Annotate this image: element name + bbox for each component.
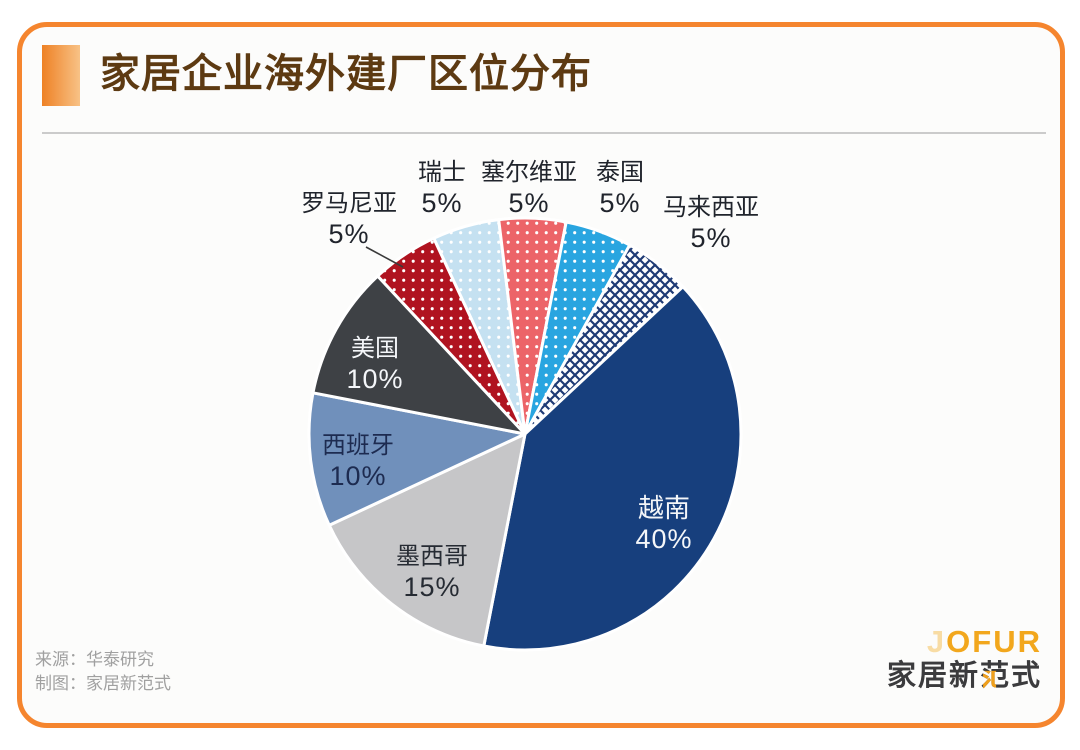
pie-label-mexico: 墨西哥 15% bbox=[396, 542, 468, 603]
title-divider bbox=[42, 132, 1046, 134]
pie-label-serbia: 塞尔维亚 5% bbox=[481, 158, 577, 219]
slice-pct: 5% bbox=[508, 188, 550, 218]
footer-notes: 来源：华泰研究 制图：家居新范式 bbox=[35, 648, 171, 696]
pie-label-usa: 美国 10% bbox=[346, 334, 403, 395]
slice-name: 西班牙 bbox=[322, 432, 394, 459]
slice-pct: 40% bbox=[635, 524, 693, 554]
credit-line: 制图：家居新范式 bbox=[35, 674, 171, 693]
pie-slice-5-墨西哥 bbox=[327, 432, 527, 648]
pie-label-vietnam: 越南 40% bbox=[635, 492, 692, 555]
brand-wordmark: JOFUR bbox=[887, 626, 1042, 658]
leader-line-romania bbox=[365, 246, 404, 268]
wordmark-faint-letter: J bbox=[926, 624, 947, 659]
slice-name: 美国 bbox=[350, 335, 399, 362]
brand-logo: JOFUR 家居新范范式 bbox=[886, 626, 1042, 693]
pie-slice-4-越南 bbox=[482, 285, 743, 652]
slice-pct: 15% bbox=[403, 572, 461, 602]
pie-slice-7-美国 bbox=[311, 274, 527, 436]
pie-label-malaysia: 马来西亚 5% bbox=[663, 193, 759, 254]
slice-pct: 10% bbox=[329, 461, 387, 491]
brand-name-cn: 家居新范范式 bbox=[886, 660, 1042, 692]
title-accent-square bbox=[42, 45, 80, 106]
slice-name: 墨西哥 bbox=[396, 543, 468, 570]
slice-name: 瑞士 bbox=[418, 159, 466, 186]
slice-name: 罗马尼亚 bbox=[301, 190, 397, 217]
pie-slice-8-罗马尼亚 bbox=[376, 236, 527, 436]
pie-label-romania: 罗马尼亚 5% bbox=[301, 189, 397, 250]
slice-pct: 5% bbox=[421, 188, 463, 218]
slice-pct: 5% bbox=[599, 188, 641, 218]
slice-name: 泰国 bbox=[596, 159, 644, 186]
pie-label-switzerland: 瑞士 5% bbox=[418, 158, 466, 219]
pie-slice-6-西班牙 bbox=[307, 391, 527, 527]
slice-pct: 10% bbox=[346, 364, 404, 394]
slice-name: 马来西亚 bbox=[663, 194, 759, 221]
wordmark-main: OFUR bbox=[946, 624, 1042, 659]
page-title: 家居企业海外建厂区位分布 bbox=[100, 52, 592, 96]
source-line: 来源：华泰研究 bbox=[35, 650, 154, 669]
slice-pct: 5% bbox=[690, 223, 732, 253]
pie-label-thailand: 泰国 5% bbox=[596, 158, 644, 219]
pie-label-spain: 西班牙 10% bbox=[322, 431, 394, 492]
slice-name: 塞尔维亚 bbox=[481, 159, 577, 186]
slice-pct: 5% bbox=[328, 219, 370, 249]
slice-name: 越南 bbox=[637, 493, 691, 523]
